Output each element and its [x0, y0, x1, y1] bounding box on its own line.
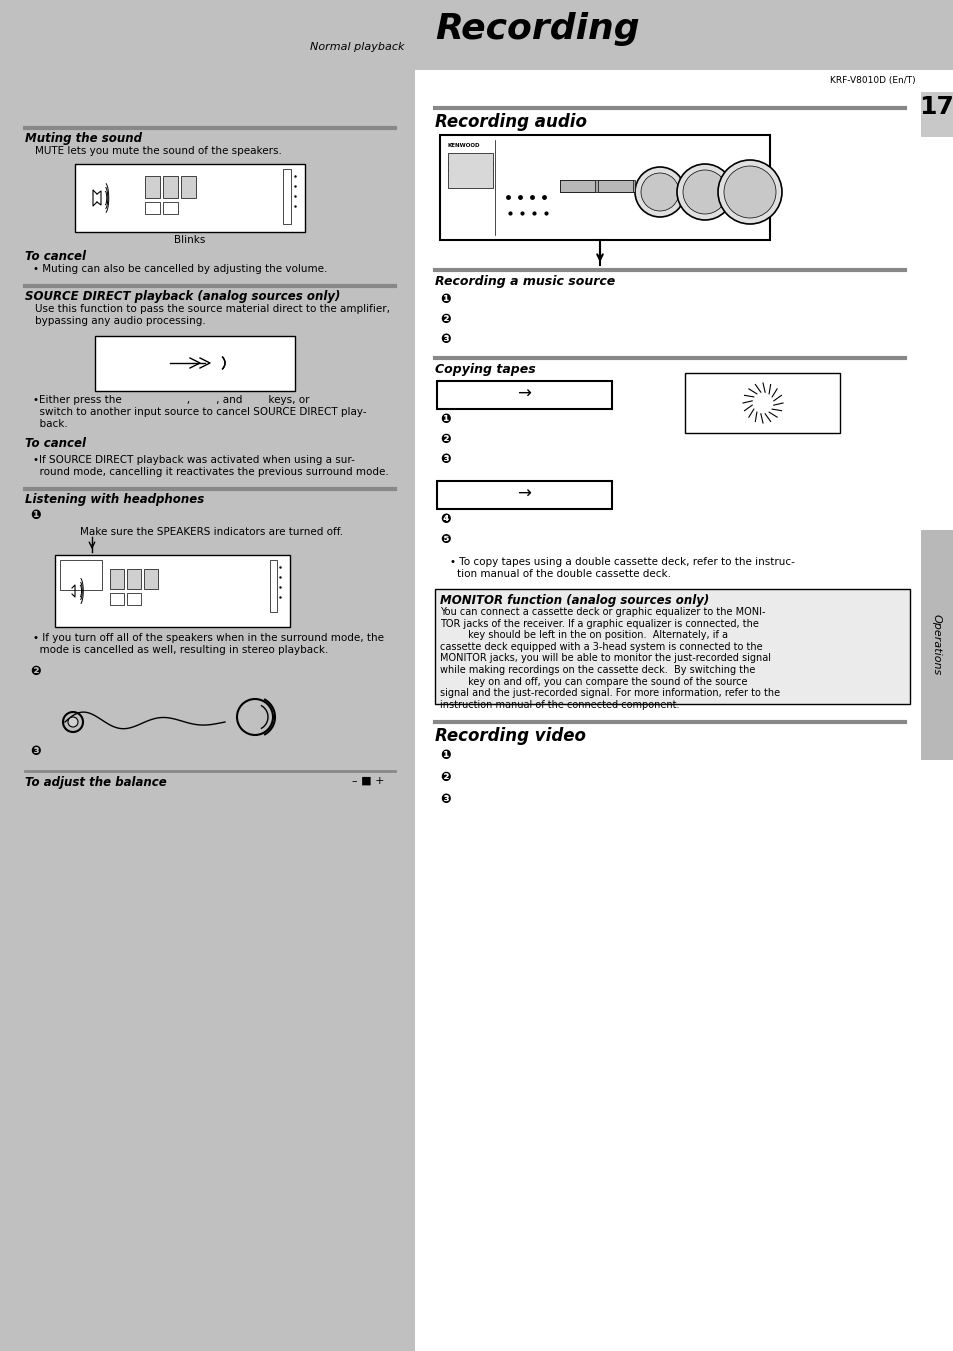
Text: ❶: ❶ — [30, 509, 41, 521]
Text: round mode, cancelling it reactivates the previous surround mode.: round mode, cancelling it reactivates th… — [33, 467, 388, 477]
Bar — [110, 569, 124, 589]
Text: bypassing any audio processing.: bypassing any audio processing. — [35, 316, 206, 326]
Bar — [181, 176, 195, 199]
Text: •If SOURCE DIRECT playback was activated when using a sur-: •If SOURCE DIRECT playback was activated… — [33, 455, 355, 465]
Bar — [435, 589, 909, 704]
Circle shape — [723, 166, 775, 218]
Circle shape — [68, 717, 78, 727]
Text: ❸: ❸ — [439, 793, 450, 807]
Text: Blinks: Blinks — [174, 235, 206, 245]
Bar — [127, 569, 141, 589]
Text: ❶: ❶ — [439, 748, 450, 762]
Text: To adjust the balance: To adjust the balance — [25, 775, 167, 789]
Text: Recording a music source: Recording a music source — [435, 276, 615, 288]
Text: Muting the sound: Muting the sound — [25, 132, 142, 145]
Text: You can connect a cassette deck or graphic equalizer to the MONI-
TOR jacks of t: You can connect a cassette deck or graph… — [439, 607, 780, 709]
Bar — [270, 561, 276, 612]
Text: ❹: ❹ — [439, 513, 450, 526]
Bar — [415, 70, 416, 1351]
Text: 17: 17 — [919, 95, 953, 119]
Text: ❷: ❷ — [439, 771, 450, 784]
Text: Recording video: Recording video — [435, 727, 585, 744]
Bar — [920, 530, 953, 761]
Bar — [0, 70, 415, 1351]
Bar — [163, 176, 178, 199]
Bar — [60, 561, 102, 590]
Circle shape — [635, 168, 684, 218]
Text: • If you turn off all of the speakers when in the surround mode, the: • If you turn off all of the speakers wh… — [33, 634, 384, 643]
Text: Listening with headphones: Listening with headphones — [25, 493, 204, 507]
Bar — [436, 481, 612, 509]
Bar — [95, 336, 294, 390]
Circle shape — [677, 163, 732, 220]
Text: Recording: Recording — [435, 12, 639, 46]
Bar — [439, 135, 769, 240]
Text: mode is cancelled as well, resulting in stereo playback.: mode is cancelled as well, resulting in … — [33, 644, 328, 655]
Bar — [55, 555, 290, 627]
Text: •Either press the                    ,        , and        keys, or: •Either press the , , and keys, or — [33, 394, 309, 405]
Text: ❸: ❸ — [439, 453, 450, 466]
Bar — [559, 180, 635, 192]
Text: Normal playback: Normal playback — [310, 42, 405, 51]
Text: To cancel: To cancel — [25, 250, 86, 263]
Text: ❶: ❶ — [439, 413, 450, 426]
Bar — [920, 92, 953, 136]
Text: To cancel: To cancel — [25, 436, 86, 450]
Bar — [145, 203, 160, 213]
Bar — [144, 569, 158, 589]
Text: ❸: ❸ — [439, 332, 450, 346]
Text: ❸: ❸ — [30, 744, 41, 758]
Bar — [110, 593, 124, 605]
Bar — [415, 70, 953, 1351]
Bar — [145, 176, 160, 199]
Text: KRF-V8010D (En/T): KRF-V8010D (En/T) — [829, 76, 915, 85]
Bar — [163, 203, 178, 213]
Bar — [0, 0, 953, 70]
Text: MONITOR function (analog sources only): MONITOR function (analog sources only) — [439, 594, 708, 607]
Text: – ■ +: – ■ + — [352, 775, 385, 786]
Text: SOURCE DIRECT playback (analog sources only): SOURCE DIRECT playback (analog sources o… — [25, 290, 340, 303]
Circle shape — [682, 170, 726, 213]
Text: →: → — [517, 385, 531, 403]
Text: Copying tapes: Copying tapes — [435, 363, 536, 376]
Bar — [436, 381, 612, 409]
Circle shape — [718, 159, 781, 224]
Text: back.: back. — [33, 419, 68, 430]
Text: MUTE lets you mute the sound of the speakers.: MUTE lets you mute the sound of the spea… — [35, 146, 281, 155]
Bar — [127, 593, 141, 605]
Bar — [283, 169, 291, 224]
Text: ❷: ❷ — [30, 665, 41, 678]
Bar — [559, 180, 595, 192]
Text: ❶: ❶ — [439, 293, 450, 305]
Text: • Muting can also be cancelled by adjusting the volume.: • Muting can also be cancelled by adjust… — [33, 263, 327, 274]
Bar — [598, 180, 633, 192]
Text: Operations: Operations — [931, 615, 941, 676]
Bar — [448, 153, 493, 188]
Text: Make sure the SPEAKERS indicators are turned off.: Make sure the SPEAKERS indicators are tu… — [80, 527, 343, 536]
Text: KENWOOD: KENWOOD — [448, 143, 480, 149]
Text: →: → — [517, 485, 531, 503]
Text: • To copy tapes using a double cassette deck, refer to the instruc-: • To copy tapes using a double cassette … — [450, 557, 794, 567]
Text: ❷: ❷ — [439, 313, 450, 326]
Bar — [75, 163, 305, 232]
Text: tion manual of the double cassette deck.: tion manual of the double cassette deck. — [456, 569, 670, 580]
Text: ❺: ❺ — [439, 534, 450, 546]
Text: Use this function to pass the source material direct to the amplifier,: Use this function to pass the source mat… — [35, 304, 390, 313]
Text: ❷: ❷ — [439, 434, 450, 446]
Text: switch to another input source to cancel SOURCE DIRECT play-: switch to another input source to cancel… — [33, 407, 366, 417]
Circle shape — [640, 173, 679, 211]
Bar — [684, 373, 840, 434]
Text: Recording audio: Recording audio — [435, 113, 586, 131]
